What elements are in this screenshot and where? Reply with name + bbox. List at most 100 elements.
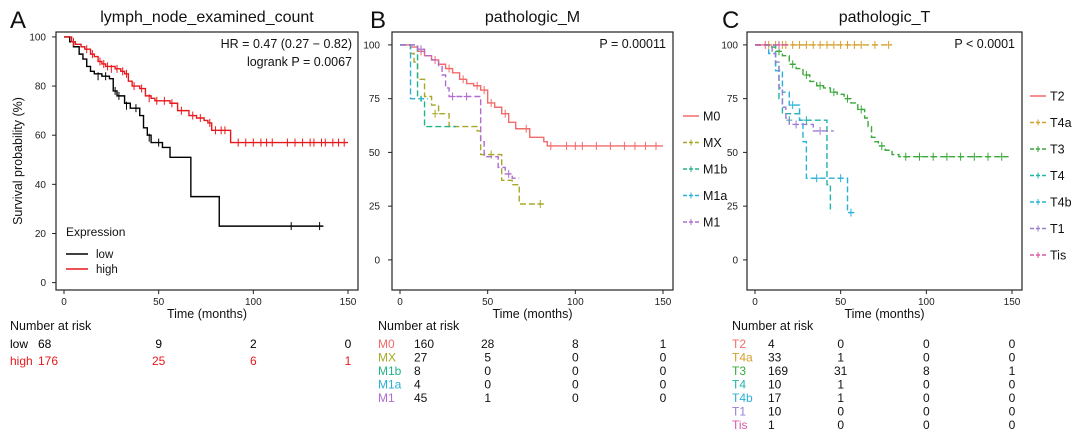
risk-count: 0 xyxy=(1009,351,1016,365)
stat-annotation: HR = 0.47 (0.27 − 0.82) xyxy=(221,37,352,51)
x-tick-label: 50 xyxy=(835,297,847,308)
risk-count: 1 xyxy=(837,391,844,405)
risk-count: 0 xyxy=(1009,418,1016,432)
risk-count: 8 xyxy=(572,337,579,351)
y-tick-label: 0 xyxy=(40,278,46,289)
risk-row-M0: M0 160 28 8 1 xyxy=(378,337,667,351)
y-tick-label: 0 xyxy=(374,255,380,266)
legend-label-T4: T4 xyxy=(1050,169,1065,183)
risk-count: 0 xyxy=(660,351,667,365)
risk-count: 0 xyxy=(923,351,930,365)
legend-label-M1a: M1a xyxy=(703,189,727,203)
y-tick-label: 50 xyxy=(369,148,381,159)
risk-count: 0 xyxy=(923,405,930,419)
legend-label-T4b: T4b xyxy=(1050,196,1072,210)
risk-table-title: Number at risk xyxy=(378,319,460,333)
legend-label-T1: T1 xyxy=(1050,222,1065,236)
series-Tis xyxy=(755,40,790,49)
plot-frame xyxy=(55,31,359,291)
risk-count: 1 xyxy=(837,351,844,365)
risk-count: 169 xyxy=(768,364,788,378)
risk-count: 2 xyxy=(250,337,257,351)
risk-count: 1 xyxy=(345,354,352,368)
risk-count: 4 xyxy=(414,378,421,392)
risk-count: 68 xyxy=(38,337,52,351)
risk-count: 0 xyxy=(923,391,930,405)
series-low xyxy=(64,36,324,231)
survival-curve-M0 xyxy=(400,44,663,147)
legend-label-M1b: M1b xyxy=(703,163,727,177)
risk-row-label: T3 xyxy=(732,364,746,378)
y-tick-label: 100 xyxy=(721,40,738,51)
risk-row-label: M1b xyxy=(378,364,402,378)
y-tick-label: 100 xyxy=(363,40,380,51)
series-high xyxy=(64,36,348,147)
x-axis-label: Time (months) xyxy=(844,307,924,321)
y-tick-label: 60 xyxy=(35,131,47,142)
risk-count: 0 xyxy=(1009,378,1016,392)
risk-row-label: M0 xyxy=(378,337,395,351)
risk-count: 10 xyxy=(768,378,782,392)
risk-row-label: M1a xyxy=(378,378,402,392)
legend-label-M1: M1 xyxy=(703,216,720,230)
risk-count: 0 xyxy=(923,418,930,432)
chart-title: pathologic_T xyxy=(839,9,931,26)
risk-count: 0 xyxy=(837,337,844,351)
risk-count: 0 xyxy=(572,378,579,392)
risk-row-T4: T4 10 1 0 0 xyxy=(732,378,1016,392)
risk-row-label: T1 xyxy=(732,405,746,419)
survival-curve-high xyxy=(64,36,348,144)
legend-label-M0: M0 xyxy=(703,110,720,124)
y-tick-label: 75 xyxy=(369,94,381,105)
risk-count: 31 xyxy=(834,364,848,378)
risk-row-T4b: T4b 17 1 0 0 xyxy=(732,391,1016,405)
risk-count: 0 xyxy=(484,378,491,392)
risk-row-label: Tis xyxy=(732,418,748,432)
survival-curve-low xyxy=(64,36,324,227)
risk-count: 10 xyxy=(768,405,782,419)
series-T3 xyxy=(755,44,1009,161)
risk-row-label: high xyxy=(10,354,33,368)
risk-count: 0 xyxy=(572,391,579,405)
survival-curve-T3 xyxy=(755,44,1009,158)
risk-row-low: low 68 9 2 0 xyxy=(10,337,352,351)
panel-letter: A xyxy=(10,7,26,34)
panel-letter: C xyxy=(722,7,739,34)
risk-count: 0 xyxy=(484,364,491,378)
risk-count: 0 xyxy=(837,405,844,419)
risk-count: 1 xyxy=(768,418,775,432)
risk-row-MX: MX 27 5 0 0 xyxy=(378,351,667,365)
risk-count: 25 xyxy=(152,354,166,368)
survival-curve-M1b xyxy=(400,44,457,128)
legend-label-MX: MX xyxy=(703,136,722,150)
risk-count: 28 xyxy=(481,337,495,351)
risk-count: 1 xyxy=(660,337,667,351)
risk-count: 33 xyxy=(768,351,782,365)
risk-count: 0 xyxy=(1009,337,1016,351)
legend-label-high: high xyxy=(96,264,118,276)
chart-title: pathologic_M xyxy=(485,9,580,26)
x-tick-label: 0 xyxy=(61,297,67,308)
x-tick-label: 150 xyxy=(1004,297,1021,308)
y-tick-label: 80 xyxy=(35,82,47,93)
legend-label-T2: T2 xyxy=(1050,90,1065,104)
survival-curve-T4b xyxy=(755,44,855,214)
x-axis-label: Time (months) xyxy=(492,307,572,321)
legend-label-T3: T3 xyxy=(1050,143,1065,157)
risk-count: 1 xyxy=(1009,364,1016,378)
survival-curve-T1 xyxy=(755,44,834,132)
y-tick-label: 0 xyxy=(732,255,738,266)
risk-row-M1: M1 45 1 0 0 xyxy=(378,391,667,405)
series-M1b xyxy=(400,44,457,128)
x-tick-label: 50 xyxy=(482,297,494,308)
risk-count: 5 xyxy=(484,351,491,365)
risk-row-T4a: T4a 33 1 0 0 xyxy=(732,351,1016,365)
y-tick-label: 75 xyxy=(727,94,739,105)
risk-count: 0 xyxy=(1009,405,1016,419)
risk-row-Tis: Tis 1 0 0 0 xyxy=(732,418,1016,432)
x-tick-label: 100 xyxy=(245,297,262,308)
stat-annotation: P = 0.00011 xyxy=(599,37,666,51)
